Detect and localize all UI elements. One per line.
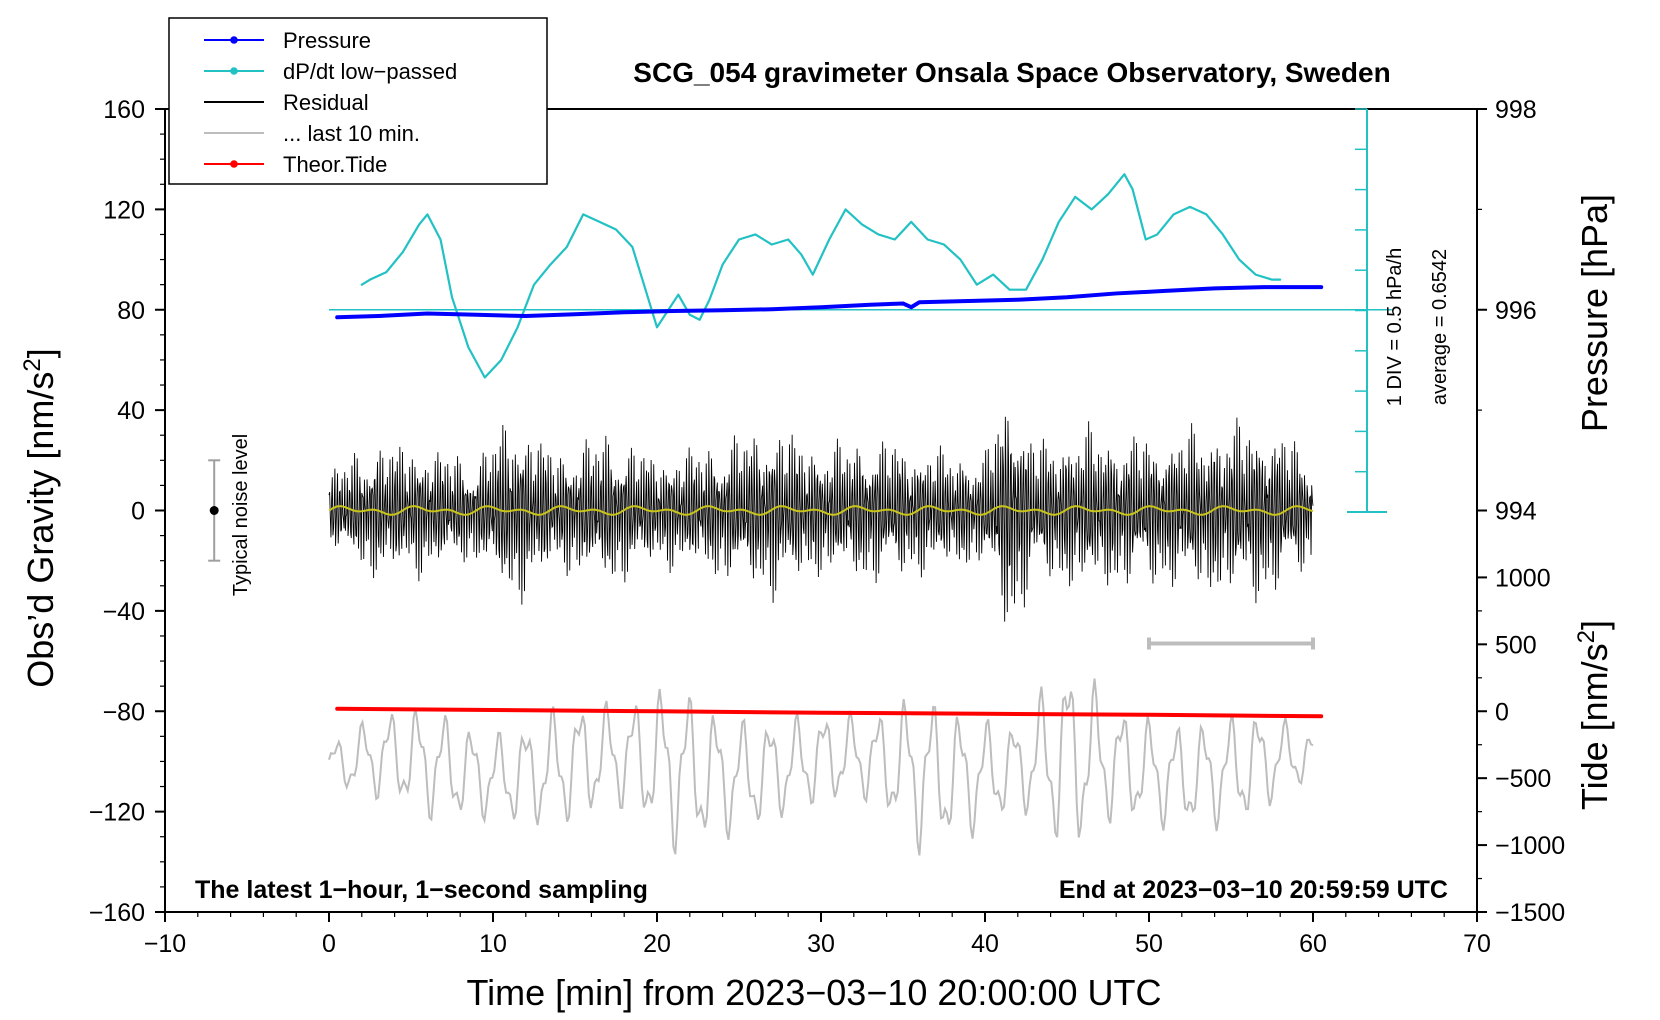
right-pressure-axis-label: Pressure [hPa]	[1574, 194, 1615, 432]
y-left-tick-label: 160	[103, 96, 145, 124]
y-left-tick-label: 0	[131, 498, 145, 526]
tide-tick-label: 500	[1495, 631, 1537, 659]
y-left-tick-label: −80	[103, 698, 145, 726]
typical-noise-bar	[208, 459, 221, 562]
pressure-axis-ticks: 998 996 994	[1477, 96, 1537, 526]
pressure-tick-label: 998	[1495, 96, 1537, 124]
pressure-scale-text: 1 DIV = 0.5 hPa/h	[1384, 248, 1406, 406]
pressure-scale-labels: 1 DIV = 0.5 hPa/h average = 0.6542	[1384, 248, 1451, 406]
x-tick-label: 30	[807, 930, 835, 958]
noise-level-label: Typical noise level	[230, 434, 252, 596]
x-tick-label: 70	[1463, 930, 1491, 958]
pressure-average-text: average = 0.6542	[1429, 249, 1451, 405]
y-left-tick-label: 80	[117, 297, 145, 325]
bottom-left-note: The latest 1−hour, 1−second sampling	[195, 876, 648, 904]
tide-axis-ticks: 1000 500 0 −500 −1000 −1500	[1477, 564, 1565, 927]
legend-entry: Residual	[204, 90, 369, 115]
pressure-series	[335, 285, 1324, 320]
noise-bar-center-dot	[209, 506, 219, 515]
left-y-axis-ticks: 160 120 80 40 0 −40 −80 −120 −160	[89, 96, 165, 927]
pressure-tick-label: 996	[1495, 297, 1537, 325]
legend-label: Theor.Tide	[283, 152, 387, 177]
legend-swatch-dot	[230, 36, 238, 44]
right-tide-axis-label: Tide [nm/s2]	[1573, 620, 1616, 810]
x-tick-label: 10	[479, 930, 507, 958]
legend: Pressure dP/dt low−passed Residual ... last…	[168, 17, 548, 185]
bottom-right-note: End at 2023−03−10 20:59:59 UTC	[1059, 876, 1448, 904]
x-tick-label: 50	[1135, 930, 1163, 958]
y-left-tick-label: 120	[103, 196, 145, 224]
pressure-tick-label: 994	[1495, 498, 1537, 526]
chart-title: SCG_054 gravimeter Onsala Space Observat…	[633, 57, 1390, 88]
tide-tick-label: −1000	[1495, 832, 1565, 860]
residual-series	[328, 416, 1314, 622]
legend-label: dP/dt low−passed	[283, 59, 457, 84]
residual-smoothed-series	[328, 505, 1314, 516]
y-left-tick-label: 40	[117, 397, 145, 425]
y-left-tick-label: −160	[89, 899, 145, 927]
dpdt-series	[360, 173, 1282, 379]
legend-swatch-dot	[230, 67, 238, 75]
x-axis-ticks: −10 0 10 20 30 40 50 60 70	[144, 912, 1491, 958]
x-tick-label: 60	[1299, 930, 1327, 958]
x-tick-label: 0	[322, 930, 336, 958]
legend-entry: dP/dt low−passed	[204, 59, 457, 84]
legend-entry: ... last 10 min.	[204, 121, 420, 146]
x-tick-label: 40	[971, 930, 999, 958]
legend-label: ... last 10 min.	[283, 121, 420, 146]
series-layer	[328, 108, 1392, 856]
legend-entry: Theor.Tide	[204, 152, 387, 177]
x-tick-label: 20	[643, 930, 671, 958]
legend-entry: Pressure	[204, 28, 371, 53]
x-axis-label: Time [min] from 2023−03−10 20:00:00 UTC	[466, 972, 1161, 1013]
left-y-axis-label: Obs’d Gravity [nm/s2]	[19, 348, 62, 687]
tide-tick-label: 1000	[1495, 564, 1551, 592]
legend-label: Residual	[283, 90, 369, 115]
y-left-tick-label: −40	[103, 598, 145, 626]
legend-label: Pressure	[283, 28, 371, 53]
tide-tick-label: 0	[1495, 698, 1509, 726]
legend-swatch-dot	[230, 160, 238, 168]
y-left-tick-label: −120	[89, 799, 145, 827]
tide-tick-label: −500	[1495, 765, 1551, 793]
theoretical-tide-series	[335, 706, 1324, 719]
last-10-minutes-series	[328, 678, 1314, 856]
x-tick-label: −10	[144, 930, 186, 958]
tide-tick-label: −1500	[1495, 899, 1565, 927]
